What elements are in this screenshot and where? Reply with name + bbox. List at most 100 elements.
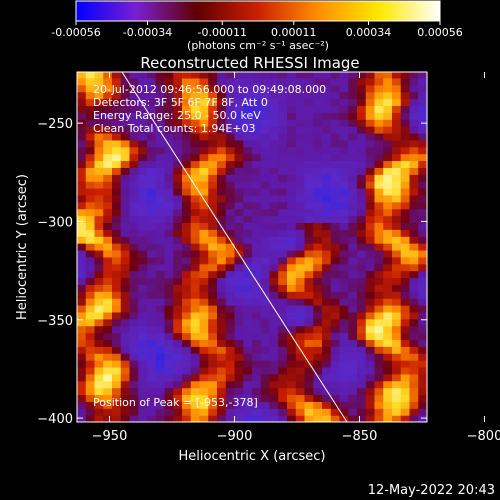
heatmap-cell — [85, 222, 96, 230]
heatmap-cell — [260, 353, 271, 361]
heatmap-cell — [129, 277, 139, 285]
heatmap-cell — [295, 298, 306, 306]
heatmap-cell — [278, 84, 288, 93]
heatmap-cell — [77, 249, 87, 258]
heatmap-cell — [365, 126, 376, 134]
heatmap-cell — [295, 360, 306, 368]
heatmap-cell — [322, 318, 332, 327]
heatmap-cell — [190, 332, 201, 341]
heatmap-cell — [400, 408, 411, 416]
heatmap-cell — [234, 387, 244, 396]
heatmap-cell — [85, 215, 96, 224]
heatmap-cell — [94, 126, 104, 134]
heatmap-cell — [164, 77, 174, 86]
heatmap-cell — [295, 98, 306, 107]
heatmap-cell — [208, 332, 218, 341]
heatmap-cell — [365, 401, 376, 409]
heatmap-cell — [400, 284, 411, 292]
heatmap-cell — [173, 277, 183, 285]
heatmap-cell — [77, 112, 87, 120]
heatmap-cell — [190, 139, 201, 148]
heatmap-cell — [208, 160, 218, 168]
heatmap-cell — [374, 277, 384, 285]
heatmap-cell — [234, 105, 244, 113]
heatmap-cell — [348, 305, 358, 313]
heatmap-cell — [182, 401, 192, 409]
heatmap-cell — [225, 401, 236, 409]
heatmap-cell — [234, 77, 244, 86]
heatmap-cell — [392, 105, 402, 113]
heatmap-cell — [357, 291, 367, 299]
heatmap-cell — [269, 126, 279, 134]
heatmap-cell — [295, 112, 306, 120]
heatmap-cell — [147, 112, 157, 120]
heatmap-cell — [252, 112, 262, 120]
heatmap-cell — [112, 208, 122, 217]
heatmap-cell — [260, 401, 271, 409]
heatmap-cell — [199, 360, 209, 368]
heatmap-cell — [85, 373, 96, 382]
heatmap-cell — [409, 394, 419, 402]
heatmap-cell — [182, 98, 192, 107]
heatmap-cell — [383, 153, 393, 162]
heatmap-cell — [278, 263, 288, 272]
heatmap-cell — [208, 188, 218, 196]
heatmap-cell — [304, 291, 314, 299]
heatmap-cell — [243, 243, 253, 251]
heatmap-cell — [313, 229, 323, 237]
heatmap-cell — [339, 353, 349, 361]
heatmap-cell — [295, 77, 306, 86]
heatmap-cell — [330, 174, 341, 182]
heatmap-cell — [313, 112, 323, 120]
heatmap-cell — [85, 181, 96, 189]
heatmap-cell — [234, 146, 244, 155]
annotation-clean-counts: Clean Total counts: 1.94E+03 — [93, 122, 256, 135]
heatmap-cell — [164, 222, 174, 230]
heatmap-cell — [199, 284, 209, 292]
heatmap-cell — [120, 201, 131, 210]
heatmap-cell — [409, 353, 419, 361]
heatmap-cell — [129, 119, 139, 127]
heatmap-cell — [103, 153, 113, 162]
heatmap-cell — [208, 311, 218, 320]
heatmap-cell — [287, 339, 297, 347]
heatmap-cell — [243, 256, 253, 265]
heatmap-cell — [295, 201, 306, 210]
heatmap-cell — [225, 346, 236, 354]
heatmap-cell — [400, 346, 411, 354]
heatmap-cell — [295, 126, 306, 134]
heatmap-cell — [217, 346, 227, 354]
heatmap-cell — [374, 353, 384, 361]
heatmap-cell — [243, 91, 253, 100]
heatmap-cell — [138, 305, 148, 313]
heatmap-cell — [400, 181, 411, 189]
heatmap-cell — [190, 243, 201, 251]
heatmap-cell — [313, 132, 323, 141]
heatmap-cell — [330, 270, 341, 279]
heatmap-cell — [234, 339, 244, 347]
heatmap-cell — [164, 119, 174, 127]
heatmap-cell — [260, 132, 271, 141]
heatmap-cell — [252, 174, 262, 182]
heatmap-cell — [313, 98, 323, 107]
heatmap-cell — [234, 229, 244, 237]
heatmap-cell — [208, 325, 218, 334]
heatmap-cell — [225, 305, 236, 313]
colorbar-unit-label: (photons cm⁻² s⁻¹ asec⁻²) — [187, 39, 329, 52]
heatmap-cell — [190, 256, 201, 265]
heatmap-cell — [103, 270, 113, 279]
heatmap-cell — [243, 277, 253, 285]
heatmap-cell — [418, 72, 427, 79]
heatmap-cell — [339, 194, 349, 203]
heatmap-cell — [295, 277, 306, 285]
heatmap-cell — [147, 270, 157, 279]
heatmap-cell — [112, 394, 122, 402]
heatmap-cell — [287, 284, 297, 292]
heatmap-cell — [400, 360, 411, 368]
heatmap-cell — [287, 215, 297, 224]
heatmap-cell — [313, 146, 323, 155]
heatmap-cell — [330, 339, 341, 347]
heatmap-cell — [164, 208, 174, 217]
heatmap-cell — [252, 387, 262, 396]
footer-timestamp: 12-May-2022 20:43 — [368, 483, 495, 498]
